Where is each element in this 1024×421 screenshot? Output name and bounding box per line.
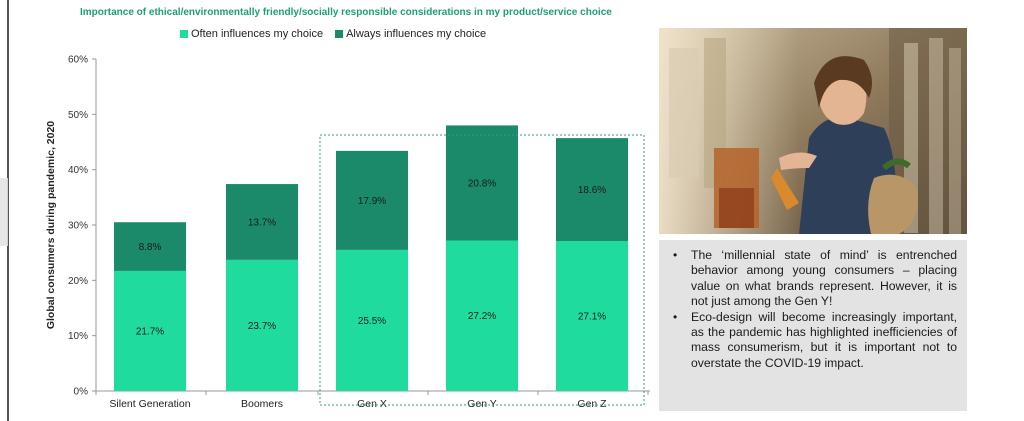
- y-tick-label: 30%: [68, 221, 88, 232]
- x-tick-label: Gen X: [357, 398, 387, 410]
- y-tick-label: 20%: [68, 276, 88, 287]
- data-label-always: 8.8%: [139, 242, 162, 253]
- x-tick-label: Gen Y: [467, 398, 497, 410]
- stacked-bar-chart: 0% 10% 20% 30% 40% 50% 60% Global consumers dur…: [45, 55, 650, 410]
- y-tick-label: 0%: [74, 387, 89, 398]
- photo-illustration: [659, 28, 967, 234]
- side-scroll-tab[interactable]: [0, 178, 8, 246]
- bar-segment-always: [336, 150, 408, 250]
- bar-segment-often: [226, 259, 298, 391]
- shopper-photo: [659, 28, 967, 234]
- bullet-eco-design: • Eco-design will become increasingly im…: [669, 310, 957, 372]
- bullet-millennial: • The ‘millennial state of mind’ is entr…: [669, 248, 957, 310]
- legend-swatch-often: [180, 30, 188, 38]
- data-label-always: 13.7%: [248, 217, 276, 228]
- highlight-box-younger-generations: [319, 134, 645, 406]
- legend-item-always: Always influences my choice: [335, 28, 486, 40]
- data-label-often: 27.2%: [468, 311, 496, 322]
- window-edge: [7, 0, 9, 421]
- data-label-often: 25.5%: [358, 316, 386, 327]
- data-label-always: 20.8%: [468, 178, 496, 189]
- insight-textbox: • The ‘millennial state of mind’ is entr…: [659, 240, 967, 411]
- y-tick-label: 40%: [68, 165, 88, 176]
- data-label-often: 21.7%: [136, 326, 164, 337]
- legend-item-often: Often influences my choice: [180, 28, 323, 40]
- data-label-always: 17.9%: [358, 196, 386, 207]
- bar-segment-often: [446, 240, 518, 391]
- chart-title: Importance of ethical/environmentally fr…: [80, 7, 612, 18]
- legend-swatch-always: [335, 30, 344, 38]
- legend-label-often: Often influences my choice: [191, 28, 324, 40]
- x-tick-label: Gen Z: [577, 398, 607, 410]
- data-label-often: 27.1%: [578, 312, 606, 323]
- bullet-text: The ‘millennial state of mind’ is entren…: [691, 248, 957, 309]
- bar-segment-often: [114, 270, 186, 391]
- bar-segment-often: [556, 241, 628, 391]
- bullet-text: Eco-design will become increasingly impo…: [691, 309, 957, 370]
- bar-segment-always: [226, 184, 298, 260]
- bar-segment-often: [336, 249, 408, 391]
- y-tick-label: 10%: [68, 331, 88, 342]
- bar-segment-always: [446, 125, 518, 241]
- y-tick-label: 60%: [68, 55, 88, 66]
- x-tick-label: Silent Generation: [109, 398, 190, 410]
- y-axis-title: Global consumers during pandemic, 2020: [45, 121, 57, 329]
- data-label-always: 18.6%: [578, 185, 606, 196]
- chart-legend: Often influences my choice Always influe…: [180, 27, 486, 41]
- y-tick-label: 50%: [68, 110, 88, 121]
- bullet-glyph: •: [673, 248, 678, 262]
- data-label-often: 23.7%: [248, 321, 276, 332]
- bullet-glyph: •: [673, 309, 678, 324]
- bar-segment-always: [556, 138, 628, 242]
- legend-label-always: Always influences my choice: [346, 28, 487, 40]
- insight-bullets: • The ‘millennial state of mind’ is entr…: [669, 248, 957, 371]
- x-tick-label: Boomers: [241, 398, 283, 410]
- bar-segment-always: [114, 222, 186, 271]
